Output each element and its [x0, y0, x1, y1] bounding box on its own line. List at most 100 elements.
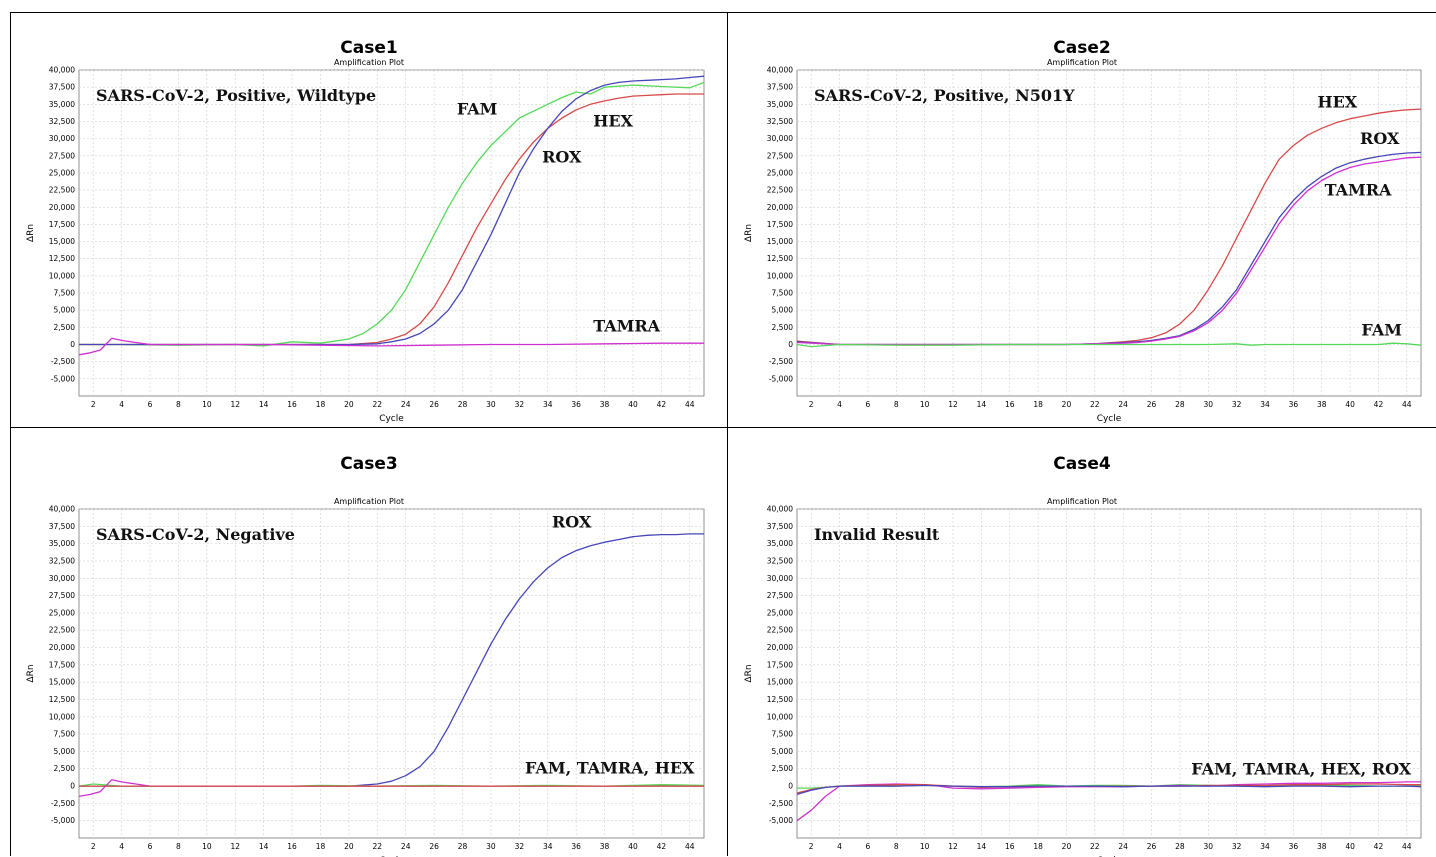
- y-tick-label: 17,500: [49, 660, 75, 669]
- x-tick-label: 28: [458, 842, 468, 851]
- y-tick-label: 22,500: [767, 626, 793, 635]
- y-tick-label: 7,500: [772, 730, 794, 739]
- x-tick-label: 34: [1260, 400, 1270, 409]
- x-tick-label: 18: [1033, 400, 1043, 409]
- x-tick-label: 18: [316, 842, 326, 851]
- x-tick-label: 42: [657, 400, 667, 409]
- y-tick-label: 17,500: [767, 220, 793, 229]
- y-tick-label: -5,000: [769, 816, 793, 825]
- plot-title: Amplification Plot: [1046, 497, 1118, 506]
- x-tick-label: 38: [1317, 842, 1327, 851]
- y-tick-label: 15,000: [49, 678, 75, 687]
- case-title: Case2: [1053, 38, 1111, 58]
- y-tick-label: 25,000: [767, 168, 793, 177]
- x-tick-label: 40: [1345, 400, 1355, 409]
- x-tick-label: 24: [1118, 400, 1128, 409]
- y-tick-label: 7,500: [54, 730, 76, 739]
- x-axis-label: Cycle: [1097, 414, 1122, 424]
- series-line-tamra: [78, 337, 704, 356]
- x-tick-label: 14: [259, 842, 269, 851]
- y-tick-label: 5,000: [54, 747, 76, 756]
- series-label: HEX: [593, 111, 633, 130]
- x-tick-label: 16: [287, 842, 297, 851]
- series-label: FAM: [1361, 321, 1402, 340]
- x-tick-label: 40: [1345, 842, 1355, 851]
- y-tick-label: 22,500: [49, 186, 75, 195]
- series-label: FAM: [457, 100, 498, 119]
- x-tick-label: 34: [543, 400, 553, 409]
- plot-title: Amplification Plot: [1046, 58, 1118, 67]
- x-tick-label: 26: [429, 842, 439, 851]
- y-axis-label: ΔRn: [744, 224, 754, 242]
- x-tick-label: 4: [119, 842, 124, 851]
- y-tick-label: 0: [788, 340, 793, 349]
- y-tick-label: 30,000: [767, 134, 793, 143]
- series-label: TAMRA: [1325, 181, 1392, 200]
- x-tick-label: 38: [600, 400, 610, 409]
- x-tick-label: 36: [571, 400, 581, 409]
- y-tick-label: 37,500: [49, 83, 75, 92]
- x-tick-label: 42: [657, 842, 667, 851]
- x-tick-label: 28: [1175, 400, 1185, 409]
- x-tick-label: 6: [148, 400, 153, 409]
- x-tick-label: 18: [316, 400, 326, 409]
- x-tick-label: 2: [809, 842, 814, 851]
- series-line-fam: [796, 342, 1422, 348]
- y-tick-label: 10,000: [49, 712, 75, 721]
- y-tick-label: 32,500: [49, 556, 75, 565]
- chart-annotation: SARS-CoV-2, Positive, N501Y: [814, 86, 1075, 105]
- y-tick-label: 7,500: [772, 289, 794, 298]
- y-tick-label: 12,500: [767, 695, 793, 704]
- y-tick-label: 25,000: [49, 168, 75, 177]
- y-axis-label: ΔRn: [744, 664, 754, 682]
- x-tick-label: 22: [1090, 842, 1100, 851]
- x-tick-label: 36: [1289, 400, 1299, 409]
- y-tick-label: 35,000: [49, 539, 75, 548]
- case-title: Case1: [340, 38, 398, 58]
- y-tick-label: 2,500: [772, 764, 794, 773]
- y-tick-label: 15,000: [767, 237, 793, 246]
- x-tick-label: 44: [1402, 400, 1412, 409]
- x-tick-label: 14: [977, 842, 987, 851]
- x-tick-label: 8: [176, 400, 181, 409]
- x-tick-label: 16: [1005, 400, 1015, 409]
- x-tick-label: 6: [866, 400, 871, 409]
- x-tick-label: 30: [1203, 400, 1213, 409]
- y-tick-label: 35,000: [767, 100, 793, 109]
- y-tick-label: 12,500: [49, 254, 75, 263]
- chart-annotation: SARS-CoV-2, Negative: [96, 525, 295, 544]
- y-tick-label: 32,500: [767, 556, 793, 565]
- plot-area: [796, 508, 1422, 839]
- y-tick-label: 10,000: [767, 271, 793, 280]
- y-tick-label: 27,500: [49, 151, 75, 160]
- x-tick-label: 12: [230, 400, 240, 409]
- y-tick-label: 0: [788, 782, 793, 791]
- x-tick-label: 18: [1033, 842, 1043, 851]
- y-tick-label: 37,500: [767, 83, 793, 92]
- x-tick-label: 30: [486, 400, 496, 409]
- x-tick-label: 6: [866, 842, 871, 851]
- x-tick-label: 26: [1147, 400, 1157, 409]
- y-tick-label: 25,000: [767, 608, 793, 617]
- y-tick-label: 2,500: [54, 323, 76, 332]
- series-line-rox: [79, 75, 705, 346]
- x-tick-label: 4: [837, 400, 842, 409]
- y-tick-label: -5,000: [51, 374, 75, 383]
- x-tick-label: 2: [91, 842, 96, 851]
- y-tick-label: 27,500: [767, 151, 793, 160]
- x-tick-label: 2: [809, 400, 814, 409]
- series-label: HEX: [1317, 93, 1357, 112]
- y-tick-label: 20,000: [767, 643, 793, 652]
- plot-area: [796, 69, 1422, 397]
- y-tick-label: 10,000: [767, 712, 793, 721]
- x-tick-label: 32: [1232, 400, 1242, 409]
- y-tick-label: 20,000: [49, 643, 75, 652]
- x-tick-label: 24: [401, 400, 411, 409]
- x-tick-label: 20: [1062, 842, 1072, 851]
- x-tick-label: 34: [1260, 842, 1270, 851]
- x-tick-label: 4: [837, 842, 842, 851]
- x-tick-label: 42: [1374, 400, 1384, 409]
- chart-panel-case1: Case1 Amplification Plot 40,000 37,500 35,…: [10, 12, 728, 428]
- y-tick-label: 5,000: [54, 306, 76, 315]
- x-tick-label: 28: [1175, 842, 1185, 851]
